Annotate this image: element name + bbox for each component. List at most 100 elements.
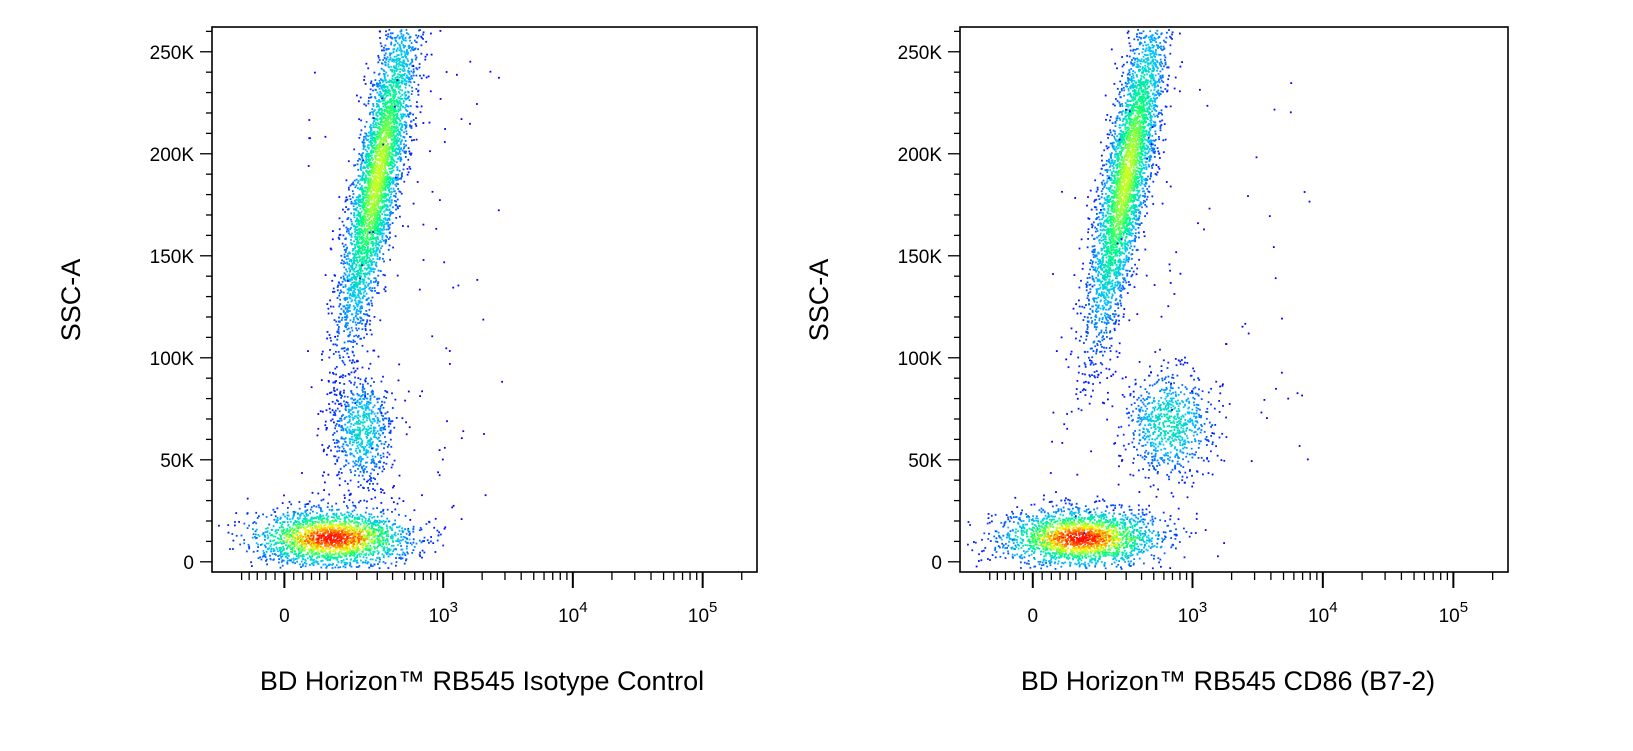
event-dot <box>399 98 402 100</box>
event-dot <box>350 326 353 329</box>
event-dot <box>345 555 347 558</box>
event-dot <box>375 105 378 108</box>
event-dot <box>364 554 367 556</box>
event-dot <box>362 391 364 393</box>
event-dot <box>346 297 348 299</box>
event-dot <box>359 470 362 473</box>
event-dot <box>355 223 358 225</box>
event-dot <box>337 527 340 530</box>
event-dot <box>346 247 348 250</box>
event-dot <box>393 160 396 163</box>
event-dot <box>352 424 355 426</box>
event-dot <box>395 55 398 58</box>
event-dot <box>378 420 381 423</box>
event-dot <box>389 258 391 261</box>
event-dot <box>365 428 368 430</box>
event-dot <box>358 255 361 258</box>
event-dot <box>376 549 379 552</box>
event-dot <box>407 529 409 532</box>
event-dot <box>322 554 324 557</box>
event-dot <box>356 305 359 308</box>
event-dot <box>298 527 301 530</box>
event-dot <box>280 561 283 563</box>
event-dot <box>386 456 388 459</box>
event-dot <box>377 473 379 475</box>
event-dot <box>362 167 364 169</box>
event-dot <box>444 526 447 529</box>
event-dot <box>375 158 377 161</box>
event-dot <box>369 180 371 182</box>
event-dot <box>356 386 358 389</box>
event-dot <box>349 331 352 334</box>
event-dot <box>375 112 378 115</box>
event-dot <box>369 190 372 193</box>
event-dot <box>367 533 370 536</box>
event-dot <box>311 524 314 526</box>
event-dot <box>356 399 359 402</box>
event-dot <box>294 532 297 535</box>
event-dot <box>321 359 323 361</box>
event-dot <box>352 538 355 541</box>
event-dot <box>343 260 345 263</box>
event-dot <box>318 555 321 558</box>
event-dot <box>355 327 357 330</box>
event-dot <box>347 327 350 330</box>
event-dot <box>375 449 378 452</box>
event-dot <box>372 149 375 152</box>
event-dot <box>347 301 349 304</box>
event-dot <box>401 529 404 532</box>
event-dot <box>334 367 337 370</box>
event-dot <box>389 94 392 97</box>
event-dot <box>405 109 407 111</box>
event-dot <box>379 410 382 413</box>
event-dot <box>316 531 319 533</box>
event-dot <box>315 524 317 527</box>
event-dot <box>267 536 270 539</box>
event-dot <box>323 521 326 524</box>
event-dot <box>279 517 282 520</box>
event-dot <box>371 524 374 527</box>
event-dot <box>304 505 307 508</box>
event-dot <box>317 504 320 507</box>
event-dot <box>288 545 291 547</box>
event-dot <box>312 550 315 552</box>
event-dot <box>348 359 351 362</box>
event-dot <box>382 543 384 546</box>
event-dot <box>311 534 314 536</box>
event-dot <box>343 391 345 394</box>
event-dot <box>320 529 323 532</box>
event-dot <box>404 127 407 130</box>
event-dot <box>348 520 351 523</box>
event-dot <box>388 244 391 247</box>
event-dot <box>394 43 397 46</box>
event-dot <box>352 545 355 548</box>
event-dot <box>343 465 345 468</box>
event-dot <box>369 551 372 554</box>
event-dot <box>375 448 378 451</box>
event-dot <box>356 275 359 278</box>
event-dot <box>412 527 415 530</box>
event-dot <box>317 549 319 552</box>
event-dot <box>452 504 455 507</box>
event-dot <box>369 88 372 91</box>
event-dot <box>372 458 375 460</box>
event-dot <box>379 187 381 190</box>
event-dot <box>408 84 411 87</box>
event-dot <box>364 392 367 395</box>
event-dot <box>378 258 381 261</box>
event-dot <box>314 543 317 546</box>
event-dot <box>357 541 360 544</box>
event-dot <box>399 44 401 47</box>
event-dot <box>372 212 375 215</box>
event-dot <box>384 562 387 565</box>
event-dot <box>363 75 366 78</box>
event-dot <box>353 455 356 458</box>
event-dot <box>373 395 376 398</box>
event-dot <box>309 526 312 528</box>
event-dot <box>299 536 301 539</box>
event-dot <box>373 426 375 429</box>
event-dot <box>254 536 256 538</box>
event-dot <box>376 556 379 559</box>
event-dot <box>442 544 445 547</box>
event-dot <box>322 450 325 453</box>
